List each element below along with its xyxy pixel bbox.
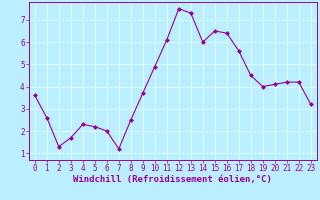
X-axis label: Windchill (Refroidissement éolien,°C): Windchill (Refroidissement éolien,°C): [73, 175, 272, 184]
